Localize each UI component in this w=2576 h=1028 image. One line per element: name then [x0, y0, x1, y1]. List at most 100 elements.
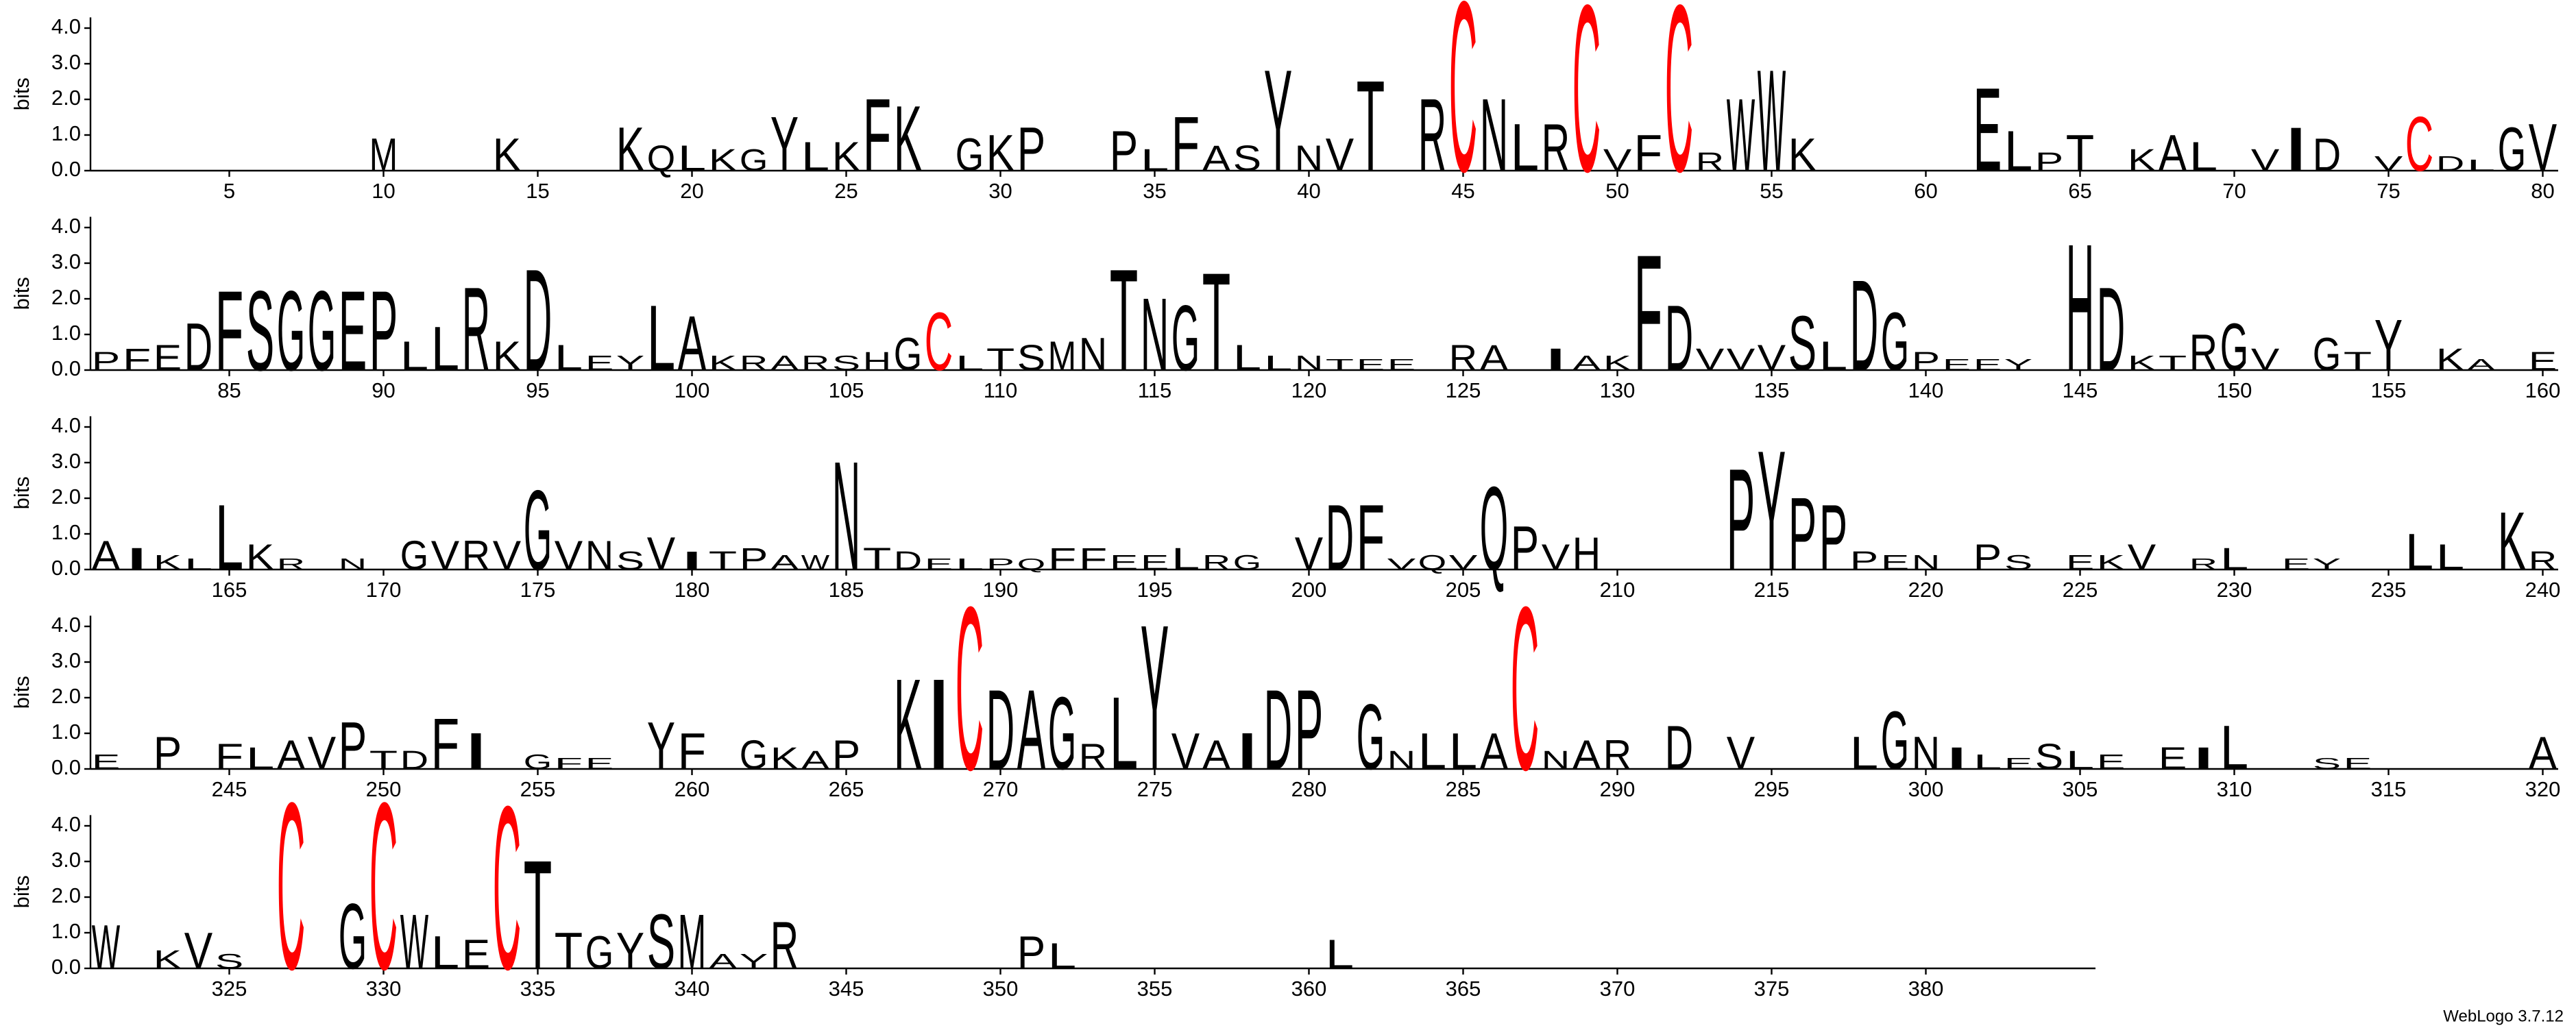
logo-letter: L: [2220, 542, 2248, 576]
logo-letter: L: [1326, 931, 1354, 977]
logo-letter: F: [1634, 124, 1662, 182]
logo-letter: G: [339, 883, 367, 988]
x-tick-label: 375: [1754, 977, 1790, 1001]
logo-letter: A: [2467, 356, 2496, 374]
logo-letter: T: [1202, 244, 1230, 400]
x-tick-label: 325: [212, 977, 247, 1001]
y-tick-label: 1.0: [51, 520, 81, 544]
logo-letter: V: [2251, 343, 2279, 377]
logo-letter: K: [894, 86, 922, 191]
logo-letter: E: [2097, 750, 2125, 773]
x-tick-label: 330: [366, 977, 402, 1001]
logo-letter: G: [277, 267, 305, 394]
logo-letter: P: [986, 556, 1014, 573]
logo-letter: W: [400, 898, 429, 985]
logo-letter: V: [555, 532, 583, 578]
logo-letter: F: [123, 343, 151, 377]
logo-letter: G: [1357, 684, 1385, 789]
x-tick-label: 25: [834, 179, 858, 203]
x-tick-label: 185: [829, 578, 864, 602]
logo-letter: E: [2004, 755, 2032, 772]
logo-letter: G: [585, 926, 613, 978]
logo-letter: L: [2066, 746, 2094, 774]
x-tick-label: 355: [1137, 977, 1173, 1001]
logo-letter: A: [770, 551, 799, 574]
logo-letter: D: [1326, 485, 1354, 589]
logo-letter: K: [493, 128, 521, 180]
logo-letter: L: [184, 556, 212, 573]
logo-letter: P: [2035, 147, 2063, 176]
logo-letter: L: [1850, 726, 1878, 779]
y-tick-label: 1.0: [51, 919, 81, 943]
logo-letter: R: [2529, 546, 2557, 575]
logo-letter: A: [1572, 731, 1601, 778]
logo-letter: E: [925, 556, 953, 573]
x-tick-label: 345: [829, 977, 864, 1001]
x-tick-label: 280: [1291, 777, 1327, 801]
logo-letter: D: [1264, 666, 1292, 793]
logo-letter: E: [2344, 755, 2372, 772]
logo-letter: K: [2128, 143, 2156, 178]
logo-letter: S: [1788, 299, 1816, 387]
logo-letter: V: [184, 922, 212, 980]
logo-letter: K: [709, 143, 737, 178]
logo-letter: D: [524, 240, 552, 401]
logo-letter: T: [2066, 124, 2094, 182]
logo-letter: E: [462, 931, 490, 977]
x-tick-label: 140: [1908, 378, 1944, 402]
logo-letter: E: [1973, 356, 2002, 374]
logo-letter: E: [1943, 356, 1971, 374]
logo-letter: I: [1943, 742, 1971, 776]
x-tick-label: 290: [1600, 777, 1636, 801]
logo-letter: T: [555, 922, 583, 980]
y-tick-label: 0.0: [51, 356, 81, 380]
y-tick-label: 4.0: [51, 812, 81, 836]
logo-letter: R: [1079, 737, 1107, 777]
logo-letter: N: [1912, 551, 1940, 574]
logo-letter: Y: [647, 708, 675, 783]
y-axis-label: bits: [10, 875, 34, 908]
logo-letter: V: [1727, 343, 1755, 377]
y-axis-label: bits: [10, 77, 34, 110]
logo-letter: H: [1572, 527, 1601, 579]
logo-letter: R: [277, 556, 305, 573]
x-tick-label: 315: [2371, 777, 2407, 801]
logo-letter: V: [1326, 128, 1354, 180]
logo-letter: C: [493, 759, 521, 1019]
logo-letter: D: [1665, 285, 1693, 390]
logo-letter: N: [1387, 746, 1415, 774]
logo-letter: C: [925, 295, 953, 388]
logo-letter: P: [1017, 926, 1045, 978]
logo-letter: Q: [647, 138, 675, 179]
logo-letter: P: [369, 267, 398, 394]
logo-letter: V: [1758, 338, 1786, 378]
logo-letter: T: [986, 343, 1014, 377]
x-tick-label: 220: [1908, 578, 1944, 602]
logo-letter: R: [462, 532, 490, 578]
logo-letter: E: [1141, 551, 1169, 574]
logo-letter: N: [1295, 138, 1323, 179]
logo-letter: G: [524, 750, 552, 773]
x-tick-label: 115: [1138, 378, 1171, 402]
logo-letter: F: [1079, 542, 1107, 576]
logo-letter: P: [1511, 514, 1539, 583]
x-tick-label: 195: [1137, 578, 1173, 602]
logo-letter: P: [1912, 347, 1940, 376]
logo-letter: D: [2313, 128, 2341, 180]
logo-letter: T: [2344, 347, 2372, 376]
logo-letter: N: [1912, 726, 1940, 779]
logo-letter: E: [1387, 356, 1415, 374]
logo-letter: D: [986, 666, 1014, 793]
logo-letter: L: [1171, 542, 1200, 576]
y-tick-label: 4.0: [51, 413, 81, 437]
logo-letter: R: [770, 907, 799, 983]
y-tick-label: 2.0: [51, 485, 81, 509]
logo-letter: M: [678, 898, 706, 985]
x-tick-label: 275: [1137, 777, 1173, 801]
logo-letter: F: [1634, 220, 1662, 406]
logo-letter: S: [616, 546, 644, 575]
logo-letter: Y: [1758, 415, 1786, 606]
logo-letter: D: [894, 546, 922, 575]
logo-letter: E: [339, 267, 367, 394]
